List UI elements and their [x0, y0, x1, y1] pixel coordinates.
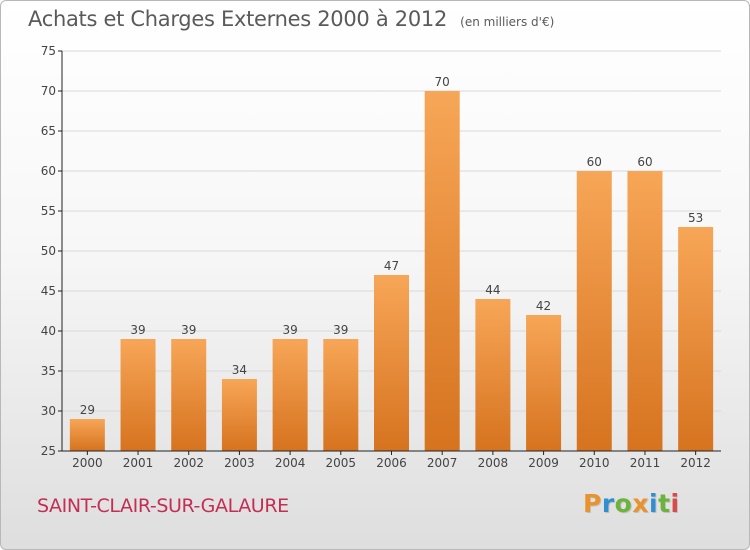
x-tick-label: 2010 — [579, 456, 610, 470]
proxiti-logo: Proxiti — [583, 489, 680, 518]
bar — [526, 315, 562, 451]
x-tick-label: 2002 — [173, 456, 204, 470]
x-tick-label: 2000 — [72, 456, 103, 470]
bar — [120, 339, 156, 451]
x-tick-label: 2012 — [680, 456, 711, 470]
bars — [69, 91, 714, 451]
data-label: 70 — [435, 75, 450, 89]
y-tick-label: 40 — [41, 324, 56, 338]
data-label: 42 — [536, 299, 551, 313]
x-tick-label: 2006 — [376, 456, 407, 470]
axes — [58, 50, 721, 455]
x-tick-label: 2004 — [275, 456, 306, 470]
y-tick-label: 75 — [41, 44, 56, 58]
data-label: 34 — [232, 363, 247, 377]
bar — [69, 419, 105, 451]
data-label: 53 — [688, 211, 703, 225]
x-tick-label: 2008 — [478, 456, 509, 470]
data-label: 39 — [130, 323, 145, 337]
y-tick-label: 60 — [41, 164, 56, 178]
bar — [374, 275, 409, 451]
data-label: 47 — [384, 259, 399, 273]
bar — [475, 299, 511, 451]
bar — [678, 227, 714, 451]
data-label: 39 — [282, 323, 297, 337]
y-tick-label: 50 — [41, 244, 56, 258]
data-label: 29 — [80, 403, 95, 417]
bar — [627, 171, 663, 451]
y-tick-label: 45 — [41, 284, 56, 298]
data-label: 60 — [587, 155, 602, 169]
x-tick-label: 2011 — [630, 456, 661, 470]
bar — [171, 339, 207, 451]
bar — [272, 339, 308, 451]
x-tick-label: 2005 — [326, 456, 357, 470]
x-tick-label: 2009 — [528, 456, 559, 470]
y-tick-label: 35 — [41, 364, 56, 378]
y-tick-label: 30 — [41, 404, 56, 418]
data-label: 44 — [485, 283, 500, 297]
commune-name: SAINT-CLAIR-SUR-GALAURE — [37, 495, 289, 517]
x-tick-label: 2001 — [123, 456, 154, 470]
x-tick-label: 2007 — [427, 456, 458, 470]
data-label: 39 — [333, 323, 348, 337]
data-label: 39 — [181, 323, 196, 337]
data-label: 60 — [637, 155, 652, 169]
bar — [424, 91, 460, 451]
chart-title-block: Achats et Charges Externes 2000 à 2012 (… — [28, 7, 554, 31]
labels: 25 30 35 40 45 50 55 60 65 70 75 29 2000 39 2001 39 2002… — [41, 44, 711, 470]
chart-unit: (en milliers d'€) — [460, 15, 555, 29]
y-tick-label: 55 — [41, 204, 56, 218]
bar — [221, 379, 257, 451]
bar — [323, 339, 359, 451]
x-tick-label: 2003 — [224, 456, 255, 470]
bar — [576, 171, 612, 451]
y-tick-label: 70 — [41, 84, 56, 98]
chart-title: Achats et Charges Externes 2000 à 2012 — [28, 7, 448, 31]
y-tick-label: 65 — [41, 124, 56, 138]
y-tick-label: 25 — [41, 444, 56, 458]
